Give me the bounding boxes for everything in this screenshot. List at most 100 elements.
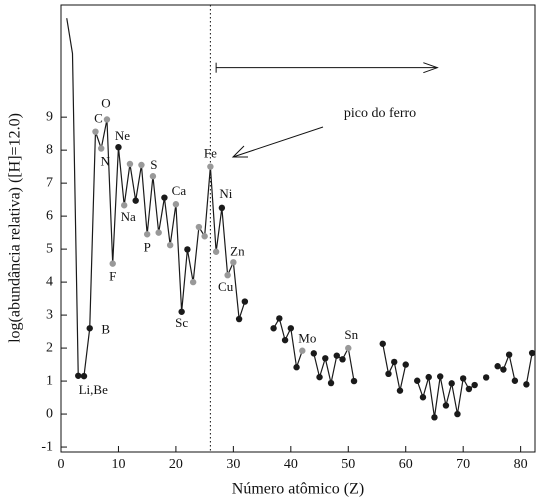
x-tick-label: 0 xyxy=(58,457,65,472)
data-point xyxy=(482,374,490,381)
data-point xyxy=(276,315,283,322)
data-point xyxy=(184,246,191,253)
element-label: Na xyxy=(121,209,136,224)
data-point xyxy=(178,308,185,315)
data-line xyxy=(497,352,516,381)
data-point xyxy=(333,352,340,359)
data-point xyxy=(448,380,455,387)
range-arrow-head xyxy=(423,62,439,74)
element-label: Li,Be xyxy=(79,382,108,397)
data-point xyxy=(425,373,432,381)
x-tick-label: 80 xyxy=(514,457,528,472)
element-label: Ni xyxy=(219,186,232,201)
y-axis-label: log(abundância relativa) ([H]=12.0) xyxy=(7,113,24,343)
data-point xyxy=(471,381,478,389)
data-point xyxy=(212,248,220,255)
data-point xyxy=(155,229,162,236)
data-point xyxy=(86,325,93,332)
x-tick-label: 50 xyxy=(341,457,355,472)
element-label: Sc xyxy=(175,315,188,330)
data-point xyxy=(494,363,501,370)
data-point xyxy=(402,361,409,368)
data-point xyxy=(505,351,513,358)
element-label: N xyxy=(101,153,111,168)
data-point xyxy=(419,394,427,401)
y-tick-label: 0 xyxy=(46,406,53,421)
x-tick-label: 20 xyxy=(169,457,183,472)
data-point xyxy=(218,204,226,212)
data-point xyxy=(322,355,329,362)
annotation-arrow-head xyxy=(231,145,248,158)
y-tick-label: 7 xyxy=(46,175,53,190)
data-point xyxy=(149,173,157,180)
data-point xyxy=(132,197,139,204)
data-point xyxy=(414,377,421,384)
x-tick-label: 70 xyxy=(456,457,470,472)
y-tick-label: 9 xyxy=(46,109,53,124)
data-line xyxy=(525,352,533,385)
data-point xyxy=(207,163,214,170)
element-label: F xyxy=(109,269,116,284)
data-point xyxy=(270,325,277,332)
element-label: Cu xyxy=(218,279,234,294)
annotation-arrow-line xyxy=(232,126,324,158)
data-point xyxy=(345,344,352,352)
data-point xyxy=(327,379,335,387)
y-tick-label: 4 xyxy=(46,274,53,289)
data-point xyxy=(454,410,461,418)
data-point xyxy=(396,387,404,394)
plot-frame xyxy=(60,4,536,453)
element-label: S xyxy=(150,157,157,172)
x-axis-label: Número atômico (Z) xyxy=(232,481,364,498)
data-point xyxy=(465,385,473,393)
x-tick-label: 60 xyxy=(399,457,413,472)
data-point xyxy=(287,325,295,332)
data-point xyxy=(143,231,151,238)
data-point xyxy=(189,278,197,286)
element-label: Zn xyxy=(230,243,245,258)
data-point xyxy=(75,372,82,379)
data-point xyxy=(511,377,519,384)
data-point xyxy=(241,298,249,305)
data-point xyxy=(391,358,398,366)
data-point xyxy=(126,160,134,168)
data-point xyxy=(235,315,243,323)
data-line xyxy=(382,343,407,391)
data-point xyxy=(500,366,507,373)
y-tick-label: 5 xyxy=(46,241,53,256)
data-point xyxy=(379,340,386,347)
data-point xyxy=(115,143,122,151)
element-label: Mo xyxy=(298,331,316,346)
x-tick-label: 30 xyxy=(226,457,240,472)
data-point xyxy=(195,223,203,231)
element-label: Ca xyxy=(172,183,187,198)
element-label: O xyxy=(101,95,110,110)
data-point xyxy=(161,194,168,201)
data-point xyxy=(138,161,145,169)
data-point xyxy=(293,364,300,371)
data-point xyxy=(299,347,306,354)
data-point xyxy=(385,370,392,378)
data-point xyxy=(528,349,536,357)
data-point xyxy=(80,372,88,380)
element-label: C xyxy=(94,111,103,126)
y-tick-label: 1 xyxy=(46,373,53,388)
annotation-arrow xyxy=(231,126,324,158)
data-point xyxy=(109,260,116,267)
y-tick-label: 6 xyxy=(46,208,53,223)
data-point xyxy=(281,336,289,344)
data-point xyxy=(437,373,444,380)
data-point xyxy=(442,402,450,409)
data-point xyxy=(310,350,317,357)
data-point xyxy=(172,201,180,208)
element-label: P xyxy=(144,239,151,254)
element-label: Fe xyxy=(204,146,217,161)
data-point xyxy=(166,241,174,249)
data-point xyxy=(339,356,346,363)
data-point xyxy=(98,145,105,152)
x-tick-label: 40 xyxy=(284,457,298,472)
element-label: Sn xyxy=(344,327,358,342)
y-tick-label: 8 xyxy=(46,142,53,157)
y-tick-label: -1 xyxy=(41,439,53,454)
data-point xyxy=(230,259,237,266)
